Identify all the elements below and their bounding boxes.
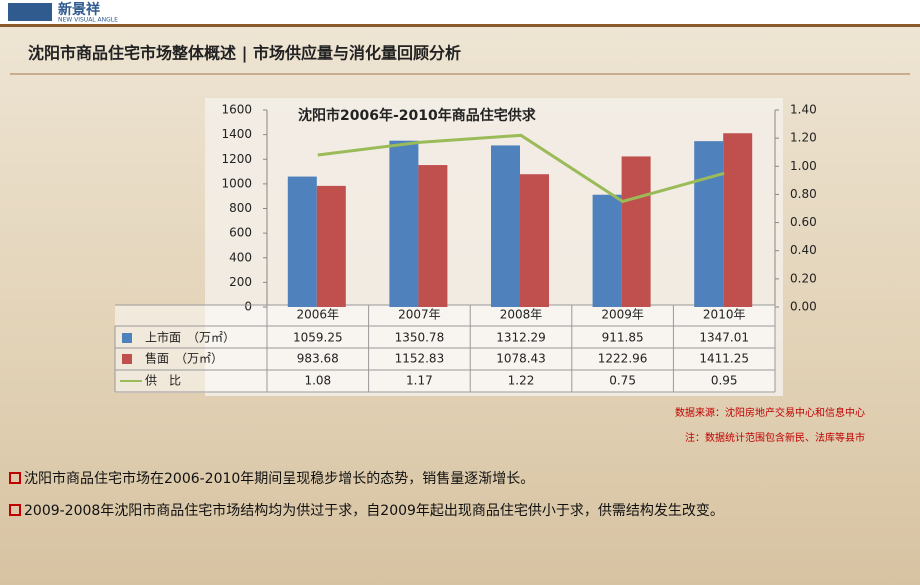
y-tick-label: 1000	[221, 176, 252, 190]
y-tick-label: 1400	[221, 127, 252, 141]
y-tick-label: 400	[229, 250, 252, 264]
y2-tick-label: 1.20	[790, 131, 817, 145]
table-value: 1222.96	[598, 352, 648, 366]
source: 数据来源：沈阳房地产交易中心和信息中心	[675, 406, 865, 419]
table-value: 1152.83	[395, 352, 445, 366]
top-bar	[0, 0, 920, 24]
bar	[491, 145, 520, 307]
y-tick-label: 600	[229, 226, 252, 240]
x-tick-label: 2010年	[703, 308, 746, 322]
y2-tick-label: 0.60	[790, 215, 817, 229]
table-value: 1347.01	[699, 331, 749, 345]
logo-sub: NEW VISUAL ANGLE	[58, 17, 118, 24]
bar	[418, 165, 448, 307]
bullet-icon	[9, 504, 21, 516]
table-value: 0.75	[609, 374, 636, 388]
top-rule	[0, 24, 920, 27]
table-value: 1411.25	[699, 352, 749, 366]
table-value: 1312.29	[496, 331, 546, 345]
y2-tick-label: 1.40	[790, 103, 817, 117]
table-value: 983.68	[297, 352, 339, 366]
legend-swatch	[122, 333, 132, 343]
legend-label: 供 比	[145, 374, 181, 388]
line	[317, 133, 725, 204]
y-tick-label: 200	[229, 275, 252, 289]
bar	[621, 156, 651, 307]
table-background	[115, 305, 775, 393]
y2-tick-label: 1.00	[790, 159, 817, 173]
x-tick-label: 2006年	[297, 308, 340, 322]
legend-swatch	[122, 354, 132, 364]
page-title: 沈阳市商品住宅市场整体概述 | 市场供应量与消化量回顾分析	[28, 44, 461, 64]
bar	[694, 141, 724, 307]
table-value: 1.22	[508, 374, 535, 388]
table-value: 1059.25	[293, 331, 343, 345]
chart-title: 沈阳市2006年-2010年商品住宅供求	[298, 107, 537, 124]
y-tick-label: 1200	[221, 152, 252, 166]
bar	[287, 176, 317, 307]
bar	[389, 140, 419, 307]
table-value: 1350.78	[395, 331, 445, 345]
table-value: 1078.43	[496, 352, 546, 366]
x-tick-label: 2007年	[398, 308, 441, 322]
y2-tick-label: 0.80	[790, 187, 817, 201]
y-tick-label: 800	[229, 201, 252, 215]
y2-tick-label: 0.00	[790, 300, 817, 314]
bar	[316, 185, 346, 307]
table-value: 0.95	[711, 374, 738, 388]
y-tick-label: 1600	[221, 103, 252, 117]
note: 注：数据统计范围包含新民、法库等县市	[685, 431, 865, 444]
logo-icon	[8, 3, 52, 21]
bullet: 沈阳市商品住宅市场在2006-2010年期间呈现稳步增长的态势，销售量逐渐增长。	[24, 470, 534, 487]
bullet-icon	[9, 472, 21, 484]
x-tick-label: 2008年	[500, 308, 543, 322]
x-tick-label: 2009年	[601, 308, 644, 322]
bar	[723, 133, 753, 307]
legend-label: 售面 （万㎡）	[145, 351, 223, 366]
table-value: 1.17	[406, 374, 433, 388]
y2-tick-label: 0.40	[790, 243, 817, 257]
logo: 新景祥	[58, 1, 100, 18]
y-tick-label: 0	[244, 300, 252, 314]
y2-tick-label: 0.20	[790, 271, 817, 285]
table-value: 911.85	[602, 331, 644, 345]
legend-label: 上市面 （万㎡）	[145, 330, 235, 345]
bar	[592, 194, 622, 307]
bar	[520, 174, 549, 307]
bullet: 2009-2008年沈阳市商品住宅市场结构均为供过于求，自2009年起出现商品住…	[24, 502, 724, 519]
table-value: 1.08	[304, 374, 331, 388]
